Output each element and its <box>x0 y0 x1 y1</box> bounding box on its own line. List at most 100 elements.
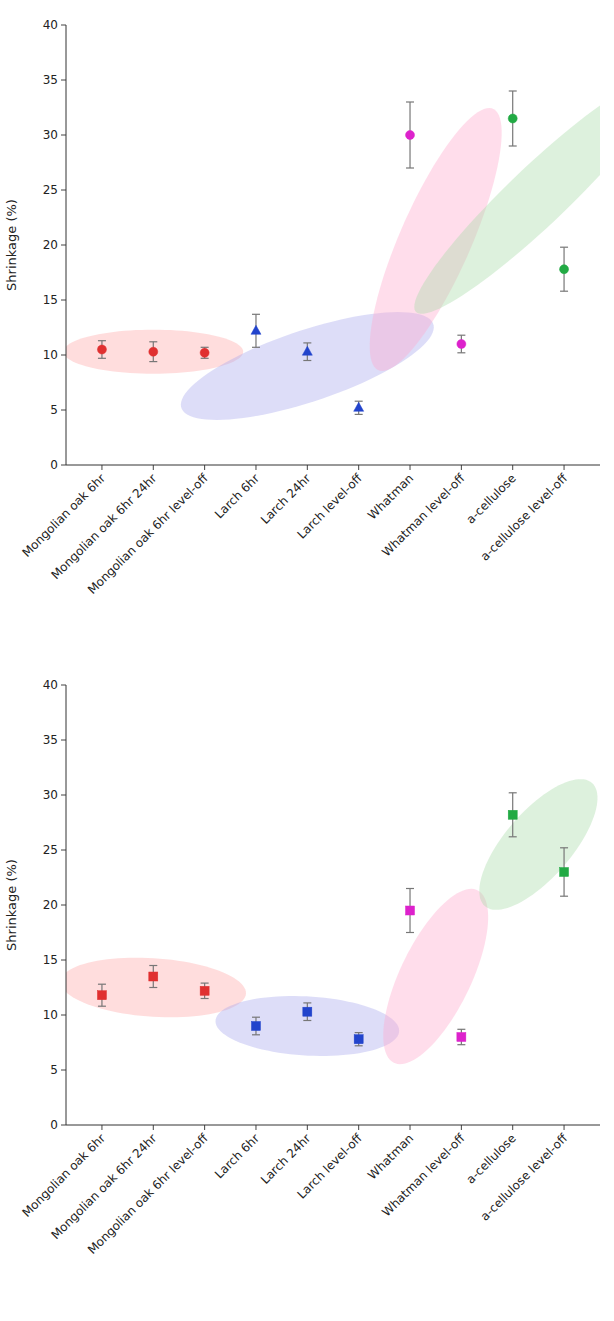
x-tick-label: Mongolian oak 6hr <box>19 471 108 560</box>
y-tick <box>61 795 66 796</box>
point <box>303 1007 312 1016</box>
point <box>457 340 466 349</box>
y-tick-label: 30 <box>43 128 58 142</box>
y-tick <box>61 190 66 191</box>
x-tick <box>307 1125 308 1130</box>
y-axis-line <box>66 25 67 465</box>
point <box>508 810 517 819</box>
x-tick <box>204 1125 205 1130</box>
point <box>251 325 261 334</box>
ellipse <box>66 958 246 1018</box>
point <box>149 347 158 356</box>
y-axis-line <box>66 685 67 1125</box>
y-tick-label: 40 <box>43 678 58 692</box>
y-axis-label: Shrinkage (%) <box>4 199 19 291</box>
ellipse <box>414 77 600 314</box>
x-tick-label: Whatman level-off <box>379 1131 468 1220</box>
y-tick <box>61 465 66 466</box>
y-tick <box>61 1015 66 1016</box>
x-axis-line <box>66 465 600 466</box>
point <box>251 1022 260 1031</box>
y-tick <box>61 850 66 851</box>
error-bar <box>509 793 517 837</box>
x-tick <box>255 465 256 470</box>
point <box>200 986 209 995</box>
y-tick-label: 35 <box>43 733 58 747</box>
y-tick-label: 10 <box>43 348 58 362</box>
x-tick <box>461 1125 462 1130</box>
y-tick-label: 20 <box>43 238 58 252</box>
y-tick <box>61 685 66 686</box>
x-tick <box>358 1125 359 1130</box>
y-tick <box>61 245 66 246</box>
error-bar <box>406 889 414 933</box>
error-bar <box>149 342 157 362</box>
x-tick <box>101 465 102 470</box>
y-tick-label: 0 <box>50 458 58 472</box>
y-tick-label: 20 <box>43 898 58 912</box>
panel: 0 5 10 15 20 25 30 35 40 Shrinkage (%) Mongolian o… <box>4 18 614 597</box>
y-tick <box>61 300 66 301</box>
error-bar <box>98 341 106 359</box>
point <box>457 1033 466 1042</box>
y-tick <box>61 1070 66 1071</box>
error-bar <box>201 347 209 358</box>
y-tick <box>61 905 66 906</box>
error-bar <box>560 848 568 896</box>
x-tick-label: a-cellulose level-off <box>478 1131 571 1224</box>
ellipse <box>479 779 597 910</box>
error-bar <box>98 984 106 1006</box>
x-tick-label: Larch 24hr <box>258 1131 314 1187</box>
point <box>354 402 364 411</box>
x-tick-label: Mongolian oak 6hr <box>19 1131 108 1220</box>
x-tick-label: a-cellulose level-off <box>478 471 571 564</box>
y-tick-label: 5 <box>50 1063 58 1077</box>
y-tick-label: 5 <box>50 403 58 417</box>
x-tick <box>153 465 154 470</box>
x-tick <box>255 1125 256 1130</box>
x-tick <box>564 465 565 470</box>
error-bar <box>252 314 260 347</box>
x-tick-label: Larch 6hr <box>212 471 262 521</box>
x-tick <box>410 1125 411 1130</box>
y-tick-label: 25 <box>43 843 58 857</box>
y-tick <box>61 740 66 741</box>
error-bar <box>355 1033 363 1046</box>
x-tick <box>512 1125 513 1130</box>
x-tick <box>358 465 359 470</box>
y-tick-label: 35 <box>43 73 58 87</box>
y-tick-label: 40 <box>43 18 58 32</box>
y-tick <box>61 1125 66 1126</box>
x-tick-label: Whatman level-off <box>379 471 468 560</box>
y-axis-label: Shrinkage (%) <box>4 859 19 951</box>
point <box>97 991 106 1000</box>
error-bar <box>509 91 517 146</box>
x-tick-label: Larch 24hr <box>258 471 314 527</box>
point <box>149 972 158 981</box>
x-tick-label: Mongolian oak 6hr 24hr <box>48 471 159 582</box>
y-tick-label: 15 <box>43 953 58 967</box>
x-tick-label: Whatman <box>365 471 416 522</box>
error-bar <box>303 343 311 361</box>
point <box>97 345 106 354</box>
y-tick-label: 15 <box>43 293 58 307</box>
y-tick <box>61 410 66 411</box>
x-tick <box>204 465 205 470</box>
y-tick-label: 0 <box>50 1118 58 1132</box>
y-tick-label: 25 <box>43 183 58 197</box>
point <box>200 348 209 357</box>
y-tick <box>61 25 66 26</box>
point <box>560 265 569 274</box>
plot-area <box>66 77 600 420</box>
y-tick <box>61 960 66 961</box>
y-tick-label: 30 <box>43 788 58 802</box>
ellipse <box>216 996 400 1056</box>
point <box>354 1035 363 1044</box>
x-tick <box>564 1125 565 1130</box>
point <box>560 868 569 877</box>
error-bar <box>355 401 363 414</box>
x-axis-line <box>66 1125 600 1126</box>
point <box>406 906 415 915</box>
x-tick-label: a-cellulose <box>464 471 519 526</box>
x-tick-label: Mongolian oak 6hr level-off <box>85 471 211 597</box>
